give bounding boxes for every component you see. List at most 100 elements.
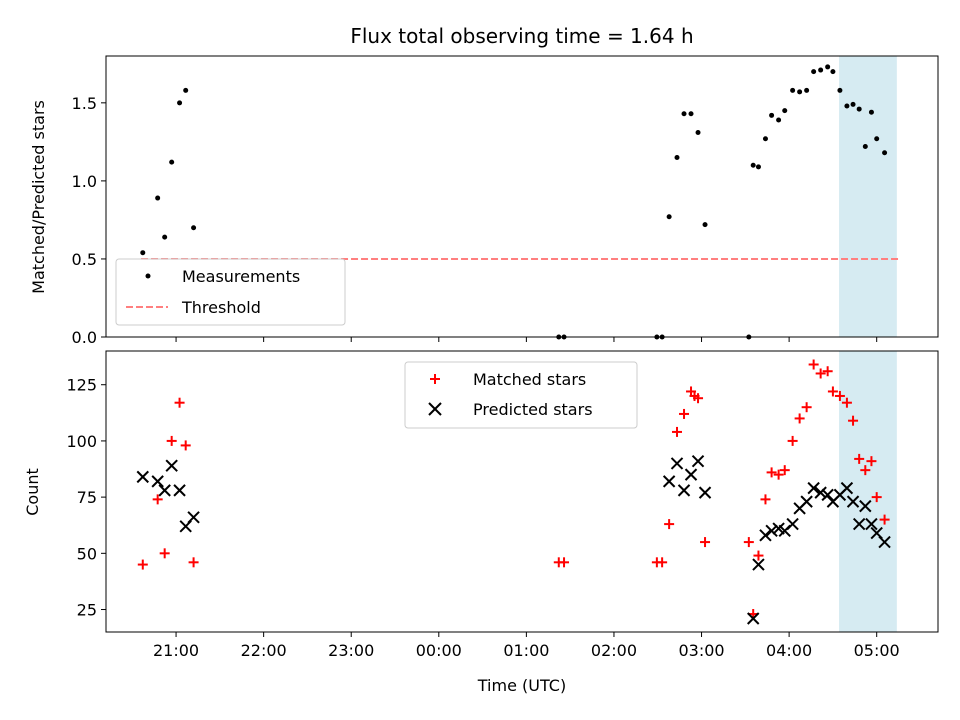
predicted-stars-point [846, 495, 860, 508]
matched-stars-point [827, 386, 838, 397]
y-tick-label: 100 [66, 432, 97, 451]
measurements-point [674, 154, 680, 160]
predicted-stars-point [698, 486, 712, 499]
y-tick-label: 75 [77, 488, 97, 507]
count-points [136, 359, 891, 625]
predicted-stars-point [684, 468, 698, 481]
measurements-point [750, 162, 756, 168]
predicted-stars-point [752, 558, 765, 571]
measurements-point [769, 112, 775, 118]
matched-stars-point [848, 415, 859, 426]
matched-stars-point [159, 548, 170, 559]
matched-stars-point [188, 557, 199, 568]
matched-stars-point [815, 368, 826, 379]
observing-window-highlight-top [839, 56, 897, 337]
y-tick-label: 1.0 [72, 172, 97, 191]
measurements-point [169, 159, 175, 165]
measurements-point [782, 108, 788, 114]
measurements-point [666, 214, 672, 220]
measurements-point [830, 69, 836, 75]
matched-stars-point [841, 397, 852, 408]
ratio-legend: Measurements Threshold [115, 258, 346, 326]
predicted-stars-point [807, 481, 820, 495]
matched-stars-point [180, 440, 191, 451]
y-tick-label: 25 [77, 601, 97, 620]
predicted-stars-point [852, 517, 866, 531]
counts-legend-box [404, 361, 638, 429]
counts-y-label: Count [23, 468, 42, 516]
counts-x-ticks: 21:00 22:00 23:00 00:00 01:00 02:00 03:00 04:00… [153, 632, 900, 660]
measurements-point [776, 117, 782, 123]
y-tick-label: 125 [66, 376, 97, 395]
y-tick-label: 0.5 [72, 250, 97, 269]
measurements-point [155, 195, 161, 201]
predicted-stars-point [662, 475, 676, 488]
matched-stars-point [766, 467, 777, 478]
predicted-stars-point [173, 484, 186, 497]
measurements-legend-label: Measurements [182, 267, 300, 286]
predicted-stars-point [151, 475, 164, 488]
matched-stars-point [794, 413, 805, 424]
predicted-stars-point [187, 511, 200, 524]
predicted-stars-legend-label: Predicted stars [473, 400, 593, 419]
measurements-point [183, 87, 189, 93]
x-tick-label: 01:00 [503, 641, 549, 660]
measurements-point [762, 136, 768, 142]
measurements-point [804, 87, 810, 93]
measurements-point [874, 136, 880, 142]
matched-stars-point [664, 519, 675, 530]
matched-stars-point [166, 435, 177, 446]
observing-window-highlight-bottom [839, 351, 897, 632]
measurements-point [811, 69, 817, 75]
matched-stars-legend-label: Matched stars [473, 370, 586, 389]
counts-legend: Matched stars Predicted stars [404, 361, 638, 429]
matched-stars-point [672, 426, 683, 437]
measurements-point [825, 64, 831, 70]
measurements-point [862, 144, 868, 150]
measurements-point [177, 100, 183, 106]
measurements-point [755, 164, 761, 170]
ratio-y-ticks: 0.0 0.5 1.0 1.5 [72, 94, 106, 347]
ratio-legend-box [115, 258, 346, 326]
predicted-stars-point [747, 612, 760, 625]
matched-stars-point [834, 390, 845, 401]
matched-stars-point [679, 408, 690, 419]
predicted-stars-point [158, 484, 171, 497]
ratio-panel: 0.0 0.5 1.0 1.5 Matched/Predicted stars Mea… [29, 55, 939, 347]
x-tick-label: 21:00 [153, 641, 199, 660]
matched-stars-point [779, 465, 790, 476]
measurements-legend-marker [145, 273, 151, 279]
measurements-point [837, 87, 843, 93]
x-tick-label: 02:00 [591, 641, 637, 660]
matched-stars-point [854, 453, 865, 464]
measurements-point [818, 67, 824, 73]
measurements-point [191, 225, 197, 231]
predicted-stars-point [865, 517, 878, 531]
predicted-stars-point [691, 454, 705, 468]
measurements-point [140, 250, 146, 256]
matched-stars-point [693, 393, 704, 404]
measurements-point [844, 103, 850, 109]
predicted-stars-point [786, 517, 799, 531]
predicted-stars-legend-marker [428, 402, 442, 416]
predicted-stars-point [859, 499, 872, 513]
predicted-stars-point [677, 484, 691, 497]
matched-stars-point [137, 559, 148, 570]
matched-stars-point [866, 456, 877, 467]
measurements-point [688, 111, 694, 117]
matched-stars-point [174, 397, 185, 408]
x-axis-label: Time (UTC) [477, 676, 566, 695]
matched-stars-point [559, 557, 570, 568]
y-tick-label: 50 [77, 544, 97, 563]
threshold-legend-label: Threshold [181, 298, 261, 317]
matched-stars-point [879, 514, 890, 525]
matched-stars-point [743, 537, 754, 548]
x-tick-label: 23:00 [328, 641, 374, 660]
y-tick-label: 1.5 [72, 94, 97, 113]
ratio-axes-frame [105, 55, 939, 338]
ratio-x-ticks [175, 337, 878, 342]
matched-stars-legend-marker [430, 374, 440, 384]
matched-stars-point [871, 492, 882, 503]
x-tick-label: 00:00 [416, 641, 462, 660]
